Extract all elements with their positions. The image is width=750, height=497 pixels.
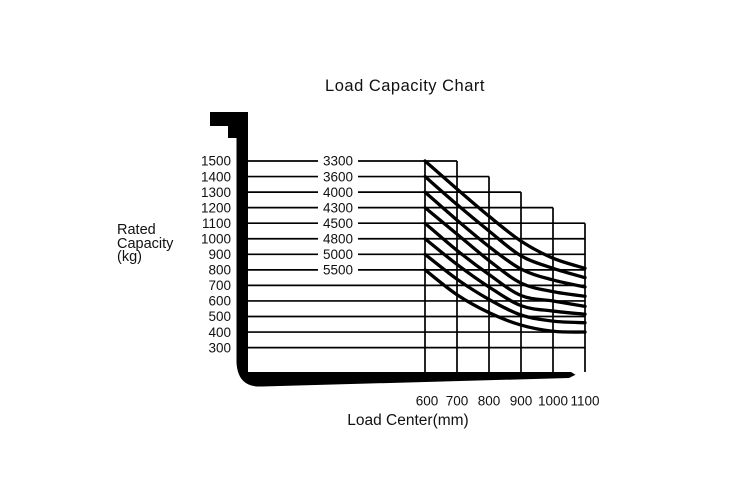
capacity-curve-3600 xyxy=(423,174,587,280)
capacity-curve-4000 xyxy=(423,190,587,289)
chart-title: Load Capacity Chart xyxy=(325,77,485,95)
capacity-curve-5000 xyxy=(423,252,587,325)
series-label-4300: 4300 xyxy=(323,200,353,215)
y-tick-label-1200: 1200 xyxy=(201,200,231,215)
y-axis-title-line: (kg) xyxy=(117,249,142,265)
y-tick-label-900: 900 xyxy=(208,247,231,262)
y-axis-title: Rated Capacity (kg) xyxy=(117,222,174,265)
y-tick-label-1100: 1100 xyxy=(202,216,231,231)
y-axis-title-line: Rated xyxy=(117,222,156,238)
y-tick-label-1300: 1300 xyxy=(201,185,231,200)
y-tick-label-1000: 1000 xyxy=(201,231,231,246)
x-tick-label-900: 900 xyxy=(510,394,533,409)
capacity-curve-5500 xyxy=(423,268,587,334)
y-tick-label-700: 700 xyxy=(208,278,231,293)
capacity-curve-4300 xyxy=(423,206,587,298)
x-tick-label-600: 600 xyxy=(416,394,439,409)
x-tick-label-1100: 1100 xyxy=(570,394,599,409)
capacity-curve-4500 xyxy=(423,221,587,309)
y-tick-label-500: 500 xyxy=(208,309,231,324)
series-label-4800: 4800 xyxy=(323,231,353,246)
x-tick-label-700: 700 xyxy=(446,394,469,409)
series-label-4000: 4000 xyxy=(323,185,353,200)
series-label-5000: 5000 xyxy=(323,247,353,262)
y-axis-title-line: Capacity xyxy=(117,235,174,252)
y-tick-label-600: 600 xyxy=(208,294,231,309)
x-axis-title: Load Center(mm) xyxy=(347,412,469,429)
y-tick-label-1500: 1500 xyxy=(201,154,231,169)
y-tick-label-300: 300 xyxy=(208,340,231,355)
x-tick-label-1000: 1000 xyxy=(538,394,568,409)
y-tick-label-800: 800 xyxy=(208,263,231,278)
series-label-3600: 3600 xyxy=(323,169,353,184)
forklift-fork-axis xyxy=(210,112,576,387)
x-tick-label-800: 800 xyxy=(478,394,501,409)
series-label-4500: 4500 xyxy=(323,216,353,231)
series-label-5500: 5500 xyxy=(323,263,353,278)
series-label-3300: 3300 xyxy=(323,154,353,169)
capacity-curve-4800 xyxy=(423,237,587,316)
capacity-curve-3300 xyxy=(423,159,587,270)
y-tick-label-400: 400 xyxy=(208,325,231,340)
y-tick-label-1400: 1400 xyxy=(201,169,231,184)
